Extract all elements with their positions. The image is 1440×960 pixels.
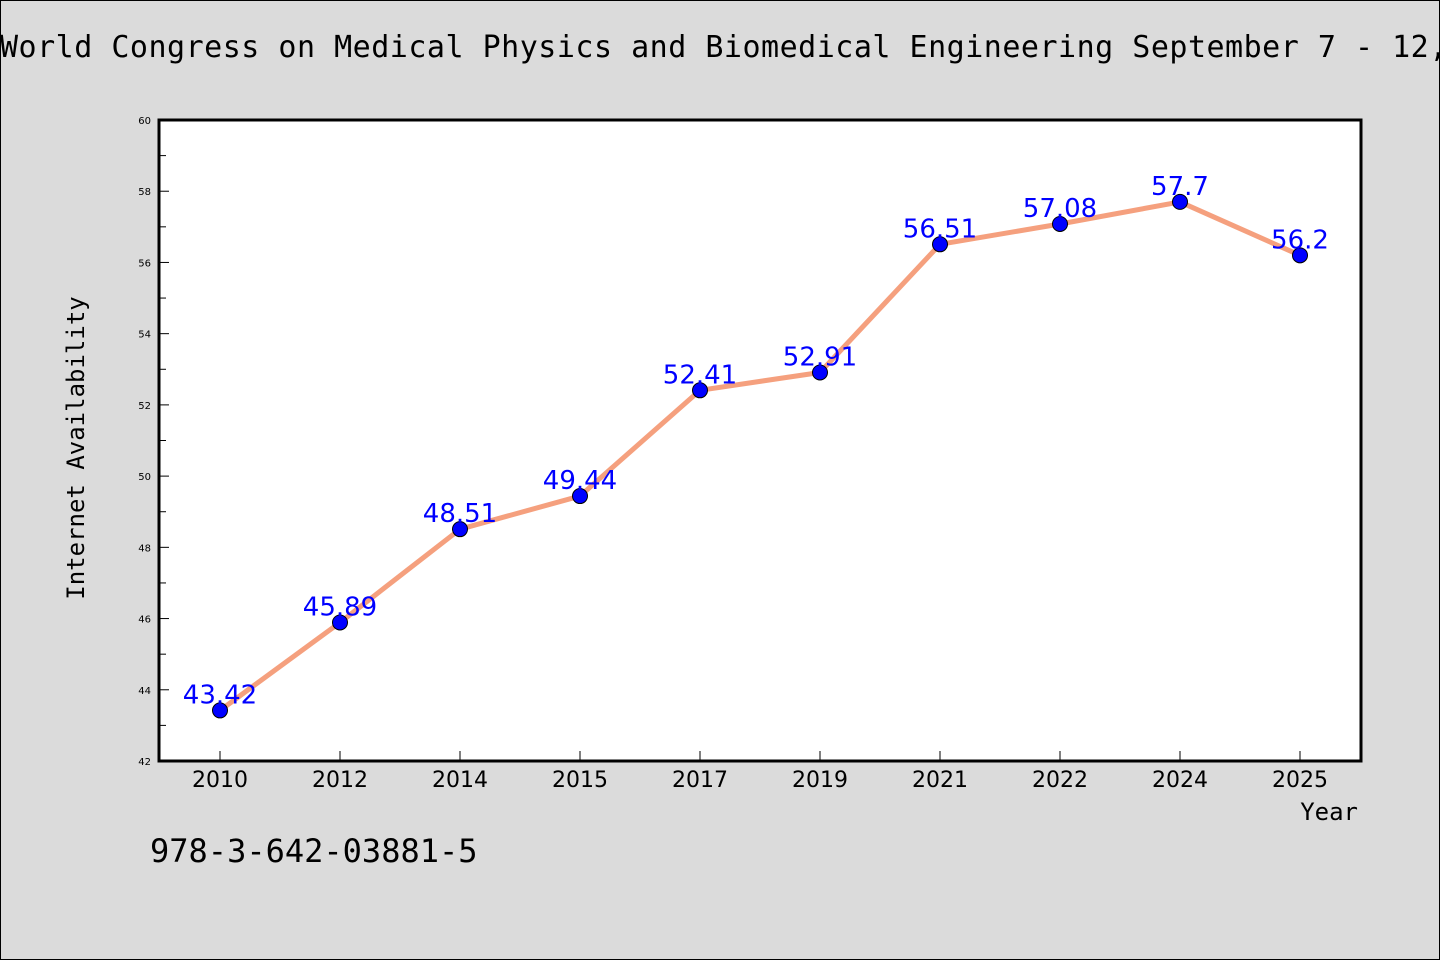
- y-tick-label: 50: [138, 472, 151, 483]
- data-point: [452, 521, 468, 538]
- data-label: 52.91: [783, 342, 857, 372]
- y-tick-label: 58: [138, 187, 151, 198]
- chart-title: World Congress on Medical Physics and Bi…: [0, 30, 1440, 65]
- data-label: 57.7: [1151, 172, 1209, 202]
- data-label: 57.08: [1023, 194, 1097, 224]
- y-tick-label: 52: [138, 401, 151, 412]
- y-tick-label: 48: [138, 543, 151, 554]
- plot-area: [157, 118, 1363, 763]
- data-point: [332, 614, 348, 631]
- y-tick-label: 46: [138, 615, 151, 626]
- x-tick-label: 2017: [672, 768, 728, 793]
- series-line-group: [218, 199, 1302, 713]
- x-axis-ticks: 2010 2012 2014 2015 2017 2019 2021 2022 2024 2025: [192, 751, 1328, 793]
- x-tick-label: 2022: [1032, 768, 1088, 793]
- data-label: 43.42: [183, 680, 257, 710]
- data-point: [692, 382, 708, 399]
- x-axis-label: Year: [1300, 798, 1358, 826]
- y-axis-label: Internet Availability: [62, 296, 90, 599]
- data-point: [1172, 193, 1188, 210]
- data-point: [572, 488, 588, 505]
- data-label: 56.51: [903, 214, 977, 244]
- x-tick-label: 2015: [552, 768, 608, 793]
- y-tick-label: 60: [138, 116, 151, 127]
- series-line: [218, 199, 1302, 713]
- y-tick-label: 44: [138, 686, 151, 697]
- x-tick-label: 2021: [912, 768, 968, 793]
- x-tick-label: 2019: [792, 768, 848, 793]
- y-axis-ticks: 42 44 46 48 50 52 54 56 58 60: [138, 116, 169, 768]
- data-point: [212, 702, 228, 719]
- data-point: [1292, 247, 1308, 264]
- x-tick-label: 2010: [192, 768, 248, 793]
- y-tick-label: 42: [138, 757, 151, 768]
- series-points-group: [212, 193, 1308, 719]
- y-tick-label: 56: [138, 258, 151, 269]
- data-label: 56.2: [1271, 225, 1329, 255]
- data-label: 49.44: [543, 466, 617, 496]
- data-point: [812, 364, 828, 381]
- data-point: [932, 236, 948, 253]
- x-tick-label: 2024: [1152, 768, 1208, 793]
- data-point: [1052, 215, 1068, 232]
- data-label: 45.89: [303, 592, 377, 622]
- data-label: 48.51: [423, 499, 497, 529]
- data-labels-group: 43.42 45.89 48.51 49.44 52.41 52.91 56.51 57.08…: [183, 172, 1329, 711]
- x-tick-label: 2012: [312, 768, 368, 793]
- y-tick-label: 54: [138, 330, 151, 341]
- isbn-text: 978-3-642-03881-5: [150, 832, 478, 870]
- x-tick-label: 2014: [432, 768, 488, 793]
- x-tick-label: 2025: [1272, 768, 1328, 793]
- data-label: 52.41: [663, 360, 737, 390]
